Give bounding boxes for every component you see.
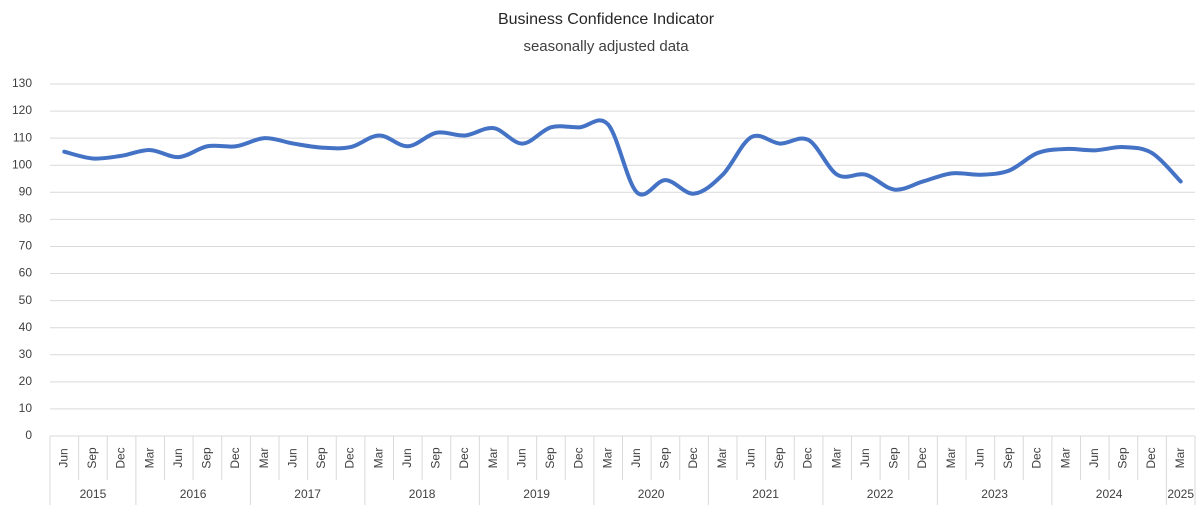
x-tick-label: Mar	[600, 448, 614, 469]
x-tick-label: Sep	[543, 447, 557, 469]
year-label: 2023	[981, 487, 1008, 501]
x-tick-label: Jun	[972, 448, 986, 467]
x-tick-label: Mar	[142, 448, 156, 469]
x-tick-label: Jun	[171, 448, 185, 467]
x-tick-label: Mar	[1173, 448, 1187, 469]
year-label: 2019	[523, 487, 550, 501]
x-tick-label: Dec	[228, 447, 242, 468]
y-tick-label: 0	[25, 428, 32, 442]
y-tick-label: 60	[19, 266, 33, 280]
y-tick-label: 10	[19, 401, 33, 415]
year-label: 2020	[638, 487, 665, 501]
year-label: 2025	[1167, 487, 1194, 501]
y-tick-label: 30	[19, 347, 33, 361]
x-tick-label: Sep	[200, 447, 214, 469]
year-label: 2017	[294, 487, 321, 501]
x-tick-label: Mar	[715, 448, 729, 469]
x-tick-label: Dec	[457, 447, 471, 468]
year-label: 2018	[409, 487, 436, 501]
x-tick-label: Mar	[829, 448, 843, 469]
x-tick-label: Mar	[257, 448, 271, 469]
x-tick-label: Sep	[772, 447, 786, 469]
x-tick-label: Jun	[514, 448, 528, 467]
y-tick-label: 130	[12, 76, 32, 90]
year-label: 2024	[1096, 487, 1123, 501]
y-tick-label: 70	[19, 239, 33, 253]
x-tick-label: Sep	[658, 447, 672, 469]
y-tick-label: 120	[12, 103, 32, 117]
x-tick-label: Dec	[1144, 447, 1158, 468]
x-tick-label: Jun	[56, 448, 70, 467]
x-tick-label: Dec	[686, 447, 700, 468]
x-tick-label: Dec	[114, 447, 128, 468]
x-tick-label: Jun	[400, 448, 414, 467]
x-tick-label: Sep	[1001, 447, 1015, 469]
chart-subtitle: seasonally adjusted data	[523, 38, 689, 55]
series-line	[62, 118, 1183, 197]
x-tick-label: Mar	[371, 448, 385, 469]
y-tick-label: 90	[19, 184, 33, 198]
x-tick-label: Sep	[887, 447, 901, 469]
x-tick-label: Dec	[572, 447, 586, 468]
x-tick-label: Jun	[285, 448, 299, 467]
year-label: 2015	[80, 487, 107, 501]
y-tick-label: 80	[19, 212, 33, 226]
x-tick-label: Sep	[314, 447, 328, 469]
y-tick-label: 50	[19, 293, 33, 307]
x-tick-label: Dec	[343, 447, 357, 468]
y-tick-label: 100	[12, 157, 32, 171]
x-tick-label: Jun	[743, 448, 757, 467]
year-label: 2016	[180, 487, 207, 501]
x-tick-label: Jun	[858, 448, 872, 467]
x-tick-label: Sep	[1116, 447, 1130, 469]
x-tick-label: Sep	[429, 447, 443, 469]
x-tick-label: Dec	[801, 447, 815, 468]
year-label: 2022	[867, 487, 894, 501]
x-tick-label: Jun	[629, 448, 643, 467]
y-tick-label: 40	[19, 320, 33, 334]
x-tick-label: Jun	[1087, 448, 1101, 467]
x-tick-label: Sep	[85, 447, 99, 469]
x-tick-label: Mar	[944, 448, 958, 469]
y-tick-label: 20	[19, 374, 33, 388]
year-label: 2021	[752, 487, 779, 501]
chart-title: Business Confidence Indicator	[498, 11, 715, 28]
x-tick-label: Dec	[915, 447, 929, 468]
y-tick-label: 110	[13, 130, 32, 144]
x-tick-label: Dec	[1030, 447, 1044, 468]
x-tick-label: Mar	[486, 448, 500, 469]
x-tick-label: Mar	[1058, 448, 1072, 469]
